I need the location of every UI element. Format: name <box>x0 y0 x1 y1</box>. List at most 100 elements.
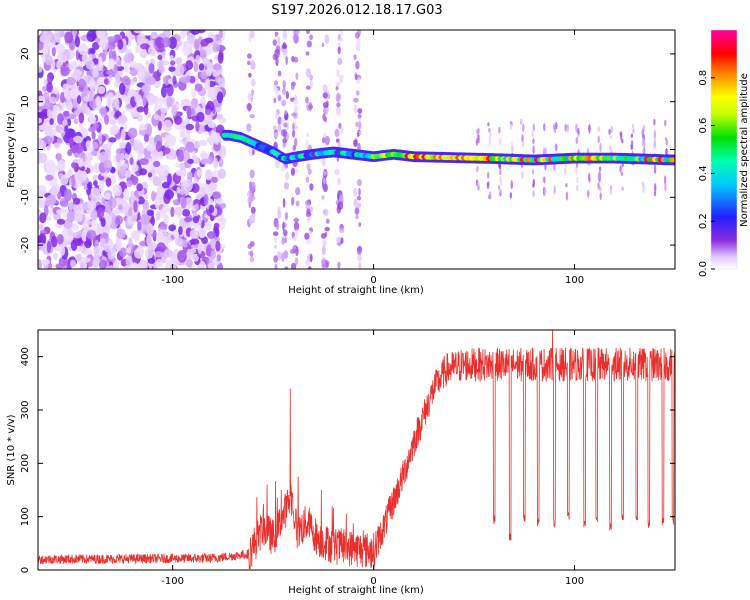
spectrogram-noise-blob <box>172 75 177 85</box>
spectrogram-noise-blob <box>531 130 534 139</box>
spectrogram-noise-blob <box>154 114 160 121</box>
spectrogram-noise-blob <box>145 76 156 86</box>
spectrogram-noise-blob <box>337 177 341 185</box>
spectrogram-noise-blob <box>168 36 177 49</box>
spectrogram-noise-blob <box>631 123 635 129</box>
spectrogram-noise-blob <box>38 185 47 192</box>
spectrogram-noise-blob <box>284 211 289 221</box>
spectrogram-noise-blob <box>521 171 524 179</box>
spectrogram-noise-blob <box>246 53 252 59</box>
spectrogram-noise-blob <box>157 54 163 61</box>
spectrogram-noise-blob <box>218 30 223 39</box>
spectrogram-noise-blob <box>198 63 205 71</box>
spectrogram-noise-blob <box>321 42 325 48</box>
spectrogram-noise-blob <box>118 204 123 210</box>
spectrogram-noise-blob <box>475 137 479 146</box>
spectrogram-noise-blob <box>51 46 56 57</box>
spectrogram-noise-blob <box>587 188 590 199</box>
spectrogram-noise-blob <box>509 192 512 199</box>
spectrogram-noise-blob <box>193 38 200 50</box>
spectrogram-noise-blob <box>185 123 194 131</box>
spectrogram-noise-blob <box>73 235 83 246</box>
spectrogram-noise-blob <box>105 69 115 76</box>
colorbar-tick-label: 0.8 <box>698 70 709 86</box>
spectrogram-noise-blob <box>38 111 47 119</box>
spectrogram-noise-blob <box>124 65 130 73</box>
spectrogram-noise-blob <box>189 229 199 239</box>
spectrogram-noise-blob <box>337 57 343 66</box>
spectrogram-noise-blob <box>609 145 612 151</box>
snr-panel: -100 0 100 0 100 200 300 400 Height of straight… <box>6 329 676 596</box>
spectrogram-noise-blob <box>306 40 312 48</box>
spectrogram-ridge <box>669 157 675 163</box>
spectrogram-noise-blob <box>293 217 300 223</box>
spectrogram-noise-blob <box>105 214 113 226</box>
spectrogram-ytick-label: -10 <box>20 189 31 205</box>
spectrogram-noise-blob <box>160 164 170 177</box>
spectrogram-noise-blob <box>309 74 314 81</box>
spectrogram-noise-blob <box>322 102 329 108</box>
spectrogram-noise-blob <box>190 30 201 35</box>
spectrogram-noise-blob <box>138 259 148 269</box>
spectrogram-noise-blob <box>199 260 206 269</box>
spectrogram-noise-blob <box>321 195 325 200</box>
spectrogram-noise-blob <box>322 170 327 176</box>
spectrogram-noise-blob <box>117 39 124 50</box>
spectrogram-noise-blob <box>95 96 102 107</box>
spectrogram-noise-blob <box>97 86 106 94</box>
spectrogram-noise-blob <box>322 84 328 92</box>
spectrogram-noise-blob <box>599 186 602 192</box>
spectrogram-noise-blob <box>597 126 600 132</box>
spectrogram-noise-blob <box>114 215 124 225</box>
spectrogram-noise-blob <box>74 35 80 48</box>
spectrogram-noise-blob <box>124 77 131 86</box>
spectrogram-noise-blob <box>210 237 216 250</box>
spectrogram-noise-blob <box>141 209 148 215</box>
spectrogram-noise-blob <box>66 118 72 127</box>
spectrogram-noise-blob <box>309 34 314 41</box>
spectrogram-noise-blob <box>276 223 280 231</box>
spectrogram-noise-blob <box>358 187 361 196</box>
spectrogram-noise-blob <box>205 257 210 263</box>
spectrogram-noise-blob <box>166 138 176 147</box>
spectrogram-xlabel: Height of straight line (km) <box>288 285 424 296</box>
spectrogram-noise-blob <box>68 200 74 212</box>
spectrogram-noise-blob <box>100 217 106 227</box>
snr-ytick-label: 100 <box>20 507 31 526</box>
spectrogram-noise-blob <box>77 157 84 168</box>
spectrogram-noise-blob <box>158 42 165 53</box>
spectrogram-noise-blob <box>183 178 193 192</box>
snr-ytick-label: 300 <box>20 400 31 419</box>
spectrogram-noise-blob <box>337 201 344 210</box>
spectrogram-noise-blob <box>212 43 220 52</box>
spectrogram-noise-blob <box>139 124 145 131</box>
spectrogram-noise-blob <box>136 106 145 113</box>
spectrogram-noise-blob <box>217 52 224 64</box>
spectrogram-noise-blob <box>199 97 206 104</box>
spectrogram-noise-blob <box>186 105 192 118</box>
spectrogram-noise-blob <box>109 119 117 125</box>
snr-ytick-label: 200 <box>20 454 31 473</box>
spectrogram-noise-blob <box>204 108 212 116</box>
spectrogram-noise-blob <box>165 262 171 269</box>
spectrogram-noise-blob <box>336 157 340 162</box>
spectrogram-noise-blob <box>654 183 657 193</box>
spectrogram-noise-blob <box>125 255 133 267</box>
spectrogram-noise-blob <box>520 118 523 126</box>
spectrogram-noise-blob <box>213 157 218 169</box>
spectrogram-noise-blob <box>56 233 64 245</box>
snr-xtick-label: -100 <box>161 576 184 587</box>
spectrogram-noise-blob <box>97 207 105 219</box>
spectrogram-noise-blob <box>204 221 212 231</box>
spectrogram-noise-blob <box>169 55 174 61</box>
spectrogram-noise-blob <box>641 137 645 147</box>
spectrogram-noise-blob <box>86 229 97 240</box>
spectrogram-xtick-label: 0 <box>370 275 376 286</box>
spectrogram-noise-blob <box>73 118 79 125</box>
spectrogram-noise-blob <box>71 30 78 37</box>
spectrogram-noise-blob <box>127 53 135 61</box>
spectrogram-noise-blob <box>356 247 362 255</box>
spectrogram-noise-blob <box>130 163 139 172</box>
spectrogram-noise-blob <box>66 76 77 86</box>
spectrogram-noise-blob <box>206 115 212 127</box>
